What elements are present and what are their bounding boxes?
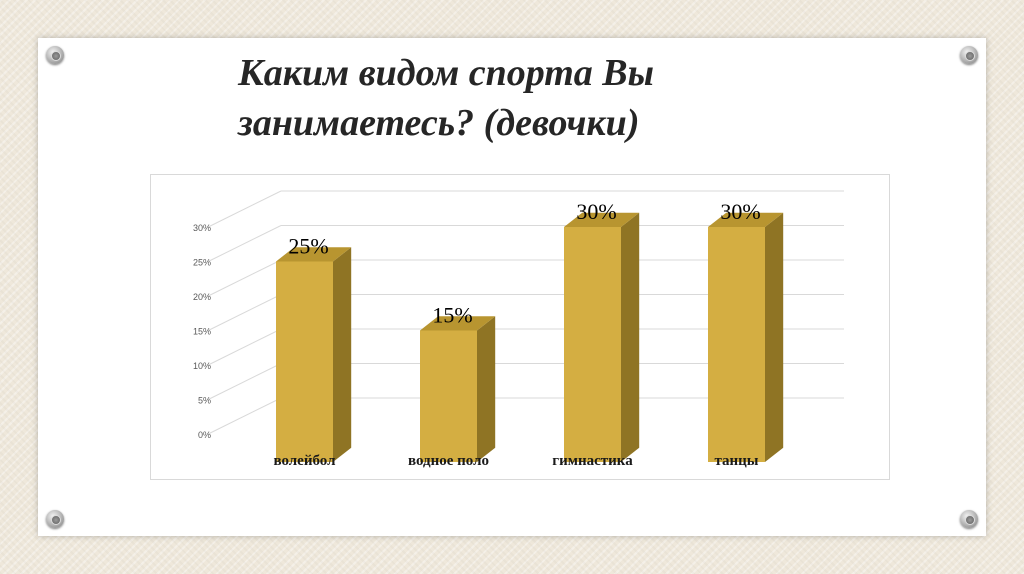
bar-top	[276, 247, 352, 262]
gridline-depth	[207, 294, 282, 331]
gridline-depth	[207, 328, 282, 366]
bar-side	[477, 316, 496, 462]
gridline-depth	[207, 363, 282, 400]
bar-side	[621, 212, 640, 462]
gridline-depth	[207, 225, 282, 262]
bar-value-label: 15%	[432, 303, 472, 328]
y-tick-label: 10%	[193, 361, 211, 371]
bar-value-label: 30%	[576, 199, 616, 224]
screw-top-left-icon	[46, 46, 64, 64]
x-category-label: волейбол	[273, 453, 336, 469]
x-category-label: водное поло	[408, 453, 489, 469]
gridline-depth	[207, 397, 282, 435]
bar-chart: 0% 5% 10% 15% 20% 25% 30% 25% волейбол 15% водное …	[193, 190, 844, 469]
bar-top	[420, 316, 496, 331]
y-tick-label: 25%	[193, 258, 211, 268]
y-tick-label: 20%	[193, 292, 211, 302]
x-category-label: танцы	[714, 453, 758, 469]
screw-bottom-left-icon	[46, 510, 64, 528]
gridline-depth	[207, 259, 282, 297]
y-tick-label: 15%	[193, 327, 211, 337]
y-tick-label: 0%	[198, 430, 211, 440]
bar	[420, 330, 477, 462]
bar-top	[564, 212, 640, 227]
screw-bottom-right-icon	[960, 510, 978, 528]
y-tick-label: 30%	[193, 223, 211, 233]
bar	[564, 227, 621, 462]
bar-side	[765, 212, 784, 462]
gridline-depth	[207, 190, 282, 228]
screw-top-right-icon	[960, 46, 978, 64]
bar-side	[333, 247, 352, 462]
bar	[708, 227, 765, 462]
bar-value-label: 30%	[720, 199, 760, 224]
x-category-label: гимнастика	[552, 453, 633, 469]
bar-value-label: 25%	[288, 234, 328, 259]
y-tick-label: 5%	[198, 396, 211, 406]
slide-card: Каким видом спорта Вы занимаетесь? (дево…	[38, 38, 986, 536]
bar-top	[708, 212, 784, 227]
chart-frame: 0% 5% 10% 15% 20% 25% 30% 25% волейбол 15% водное …	[150, 174, 890, 480]
bar	[276, 261, 333, 462]
slide-title: Каким видом спорта Вы занимаетесь? (дево…	[238, 52, 655, 144]
